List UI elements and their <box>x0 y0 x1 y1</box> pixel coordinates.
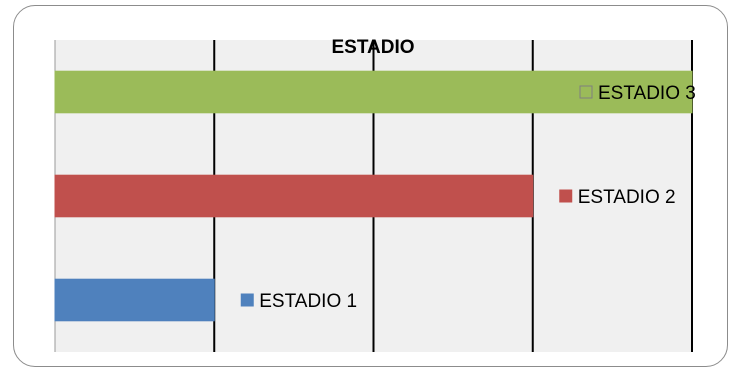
bar-estadio-3 <box>54 70 693 114</box>
data-label: ESTADIO 2 <box>578 187 676 208</box>
bars <box>54 70 693 322</box>
data-label: ESTADIO 3 <box>598 83 696 104</box>
chart-title: ESTADIO <box>331 37 414 58</box>
data-labels: ESTADIO 1 ESTADIO 2 ESTADIO 3 <box>240 83 696 312</box>
data-label: ESTADIO 1 <box>259 291 357 312</box>
legend-swatch <box>240 293 254 307</box>
bar-estadio-2 <box>54 174 534 218</box>
bar-estadio-1 <box>54 278 215 322</box>
legend-swatch <box>579 85 593 99</box>
legend-swatch <box>559 189 573 203</box>
